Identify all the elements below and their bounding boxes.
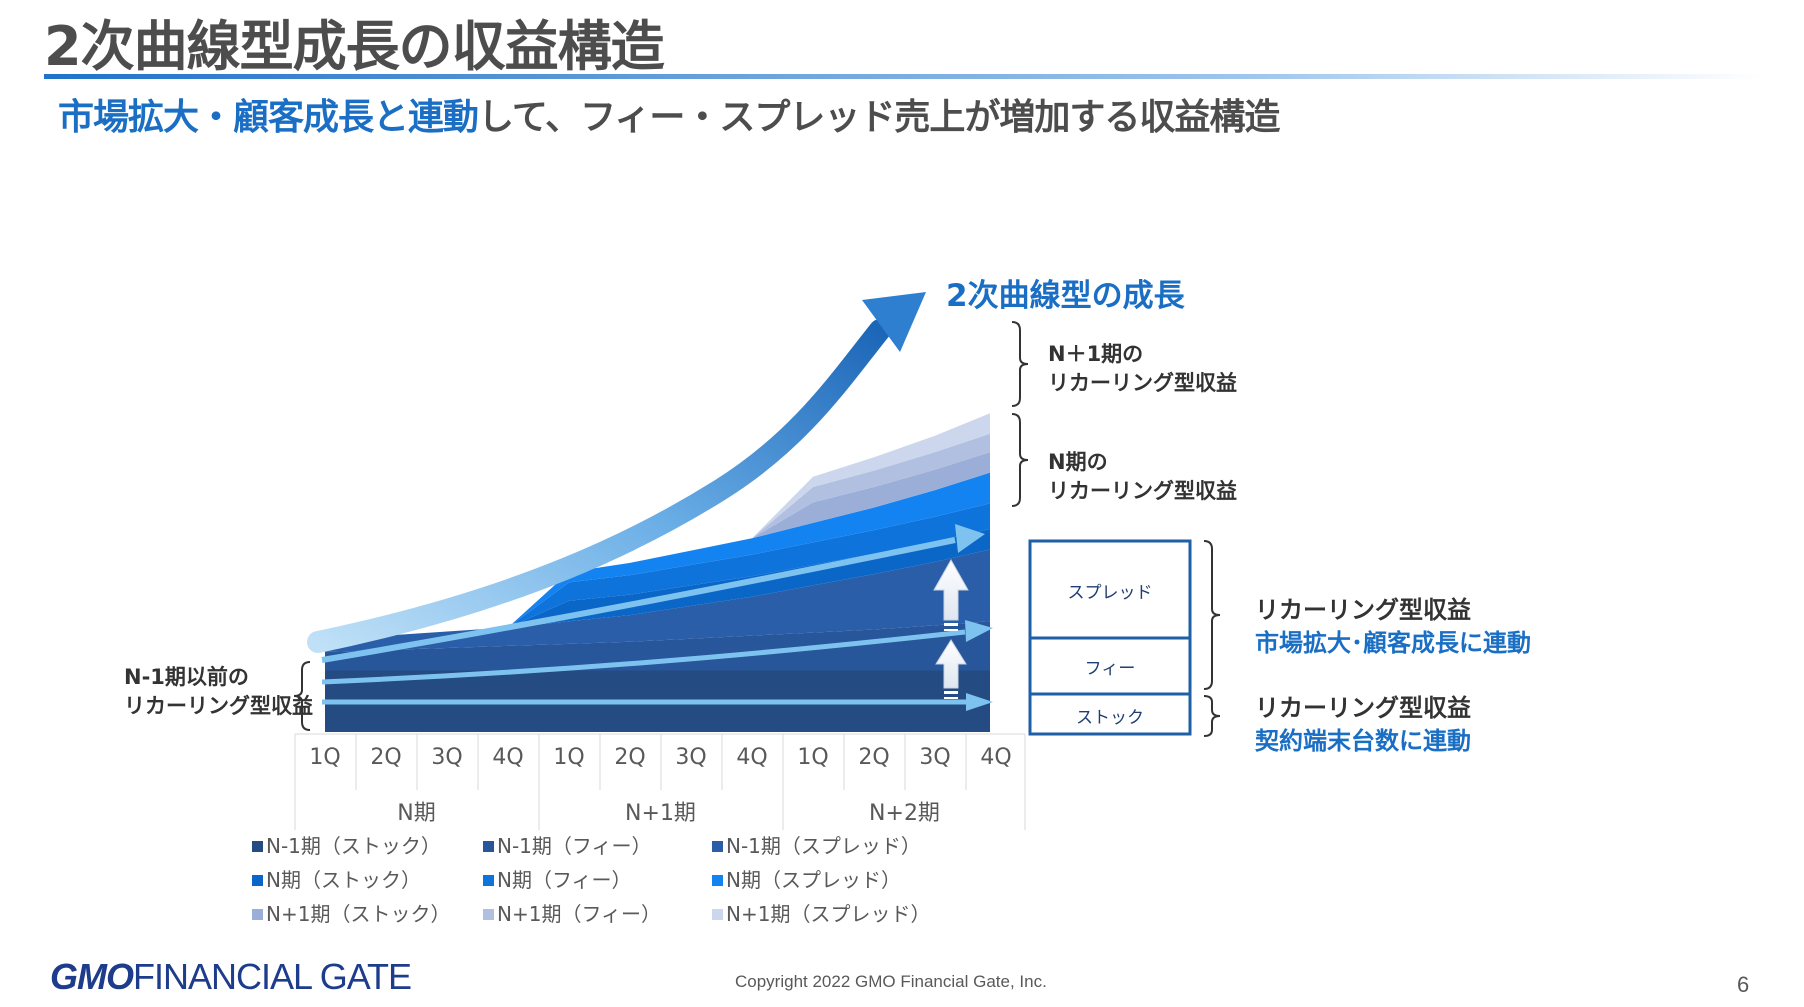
legend-item: N期（ストック） [252,864,421,893]
brackets [293,321,1221,737]
annotation-line-blue: 市場拡大･顧客成長に連動 [1255,629,1531,657]
prev-annotation: N-1期以前の リカーリング型収益 [124,663,313,721]
stock-trend-arrowhead [966,693,993,711]
area-series-2 [325,549,990,653]
spread-trend-arrow [321,537,956,663]
logo-bold: GMO [50,956,134,997]
stacked-areas [325,413,990,732]
logo-rest: FINANCIAL GATE [133,956,412,997]
area-series-5 [508,472,990,628]
annotation-line: N-1期以前の [124,665,249,689]
x-tick-label: 1Q [309,745,341,770]
up-arrow-upper [933,558,969,631]
company-logo: GMOFINANCIAL GATE [50,956,412,998]
x-tick-label: 3Q [919,745,951,770]
n-plus-1-annotation: N＋1期の リカーリング型収益 [1048,340,1237,398]
annotation-line: リカーリング型収益 [1255,694,1471,722]
annotation-line: リカーリング型収益 [1255,596,1471,624]
legend-item: N+1期（フィー） [483,898,661,927]
x-tick-label: 1Q [797,745,829,770]
legend-swatch [712,841,723,852]
legend-swatch [712,875,723,886]
x-tick-label: 2Q [614,745,646,770]
area-series-8 [752,413,990,539]
legend-label: N期（ストック） [266,868,421,892]
x-tick-label: 2Q [858,745,890,770]
legend-swatch [252,909,263,920]
fee-trend-arrowhead [965,620,993,642]
market-annotation: リカーリング型収益 市場拡大･顧客成長に連動 [1255,594,1531,660]
x-tick-label: 3Q [675,745,707,770]
legend-label: N+1期（スプレッド） [726,902,931,926]
x-tick-label: 2Q [370,745,402,770]
legend-item: N期（フィー） [483,864,632,893]
area-series-4 [508,503,990,628]
legend-label: N期（フィー） [497,868,632,892]
legend-label: N-1期（スプレッド） [726,834,921,858]
annotation-line-blue: 契約端末台数に連動 [1255,727,1471,755]
x-tick-label: 3Q [431,745,463,770]
legend-item: N-1期（フィー） [483,830,652,859]
spread-box-label: スプレッド [1067,583,1153,603]
subtitle-rest: して、フィー・スプレッド売上が増加する収益構造 [478,97,1280,138]
annotation-line: リカーリング型収益 [1048,371,1237,395]
legend-swatch [483,841,494,852]
legend-swatch [483,909,494,920]
annotation-line: リカーリング型収益 [124,694,313,718]
growth-arrowhead [862,292,926,352]
x-tick-label: 1Q [553,745,585,770]
x-tick-label: 4Q [736,745,768,770]
period-label: N+1期 [625,801,696,826]
legend-swatch [712,909,723,920]
stock-box-label: ストック [1076,708,1144,728]
area-series-1 [325,621,990,671]
annotation-line: N期の [1048,450,1108,474]
legend-item: N期（スプレッド） [712,864,901,893]
legend-item: N+1期（ストック） [252,898,450,927]
legend-label: N期（スプレッド） [726,868,901,892]
n-annotation: N期の リカーリング型収益 [1048,448,1237,506]
page-title: 2次曲線型成長の収益構造 [44,15,665,78]
subtitle-highlight: 市場拡大・顧客成長と連動 [58,97,479,138]
copyright: Copyright 2022 GMO Financial Gate, Inc. [735,972,1047,991]
legend-item: N+1期（スプレッド） [712,898,930,927]
legend-label: N+1期（フィー） [497,902,662,926]
page-subtitle: 市場拡大・顧客成長と連動して、フィー・スプレッド売上が増加する収益構造 [58,88,1280,140]
annotation-line: リカーリング型収益 [1048,479,1237,503]
fee-box-label: フィー [1084,659,1136,679]
x-tick-label: 4Q [980,745,1012,770]
page-number: 6 [1737,972,1750,997]
annotation-line: N＋1期の [1048,342,1144,366]
revenue-type-boxes [1028,539,1192,736]
x-tick-label: 4Q [492,745,524,770]
legend-label: N-1期（フィー） [497,834,652,858]
period-label: N+2期 [869,801,940,826]
fee-trend-arrow [321,629,966,685]
device-annotation: リカーリング型収益 契約端末台数に連動 [1255,692,1471,758]
area-series-6 [752,452,990,539]
legend-item: N-1期（スプレッド） [712,830,921,859]
area-series-7 [752,433,990,539]
legend-swatch [252,875,263,886]
spread-trend-arrowhead [955,524,985,553]
up-arrow-lower [935,639,967,699]
legend-item: N-1期（ストック） [252,830,441,859]
title-underline [44,74,1762,79]
legend-label: N+1期（ストック） [266,902,451,926]
growth-arrow [307,319,891,653]
legend-label: N-1期（ストック） [266,834,441,858]
period-label: N期 [397,801,436,826]
growth-label: 2次曲線型の成長 [946,278,1185,314]
legend-swatch [252,841,263,852]
axis-grid [294,733,1026,830]
legend-swatch [483,875,494,886]
